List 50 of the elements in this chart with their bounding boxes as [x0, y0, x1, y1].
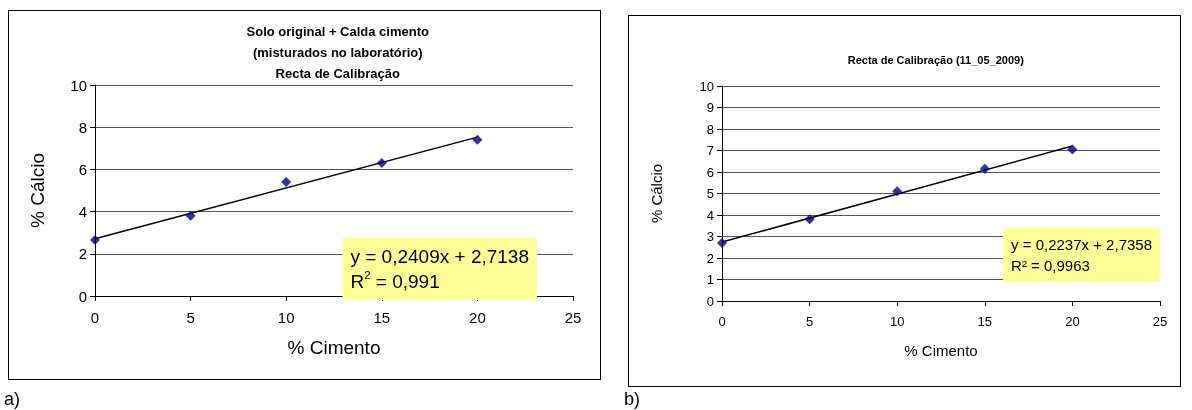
point — [90, 235, 100, 246]
y-tick-label: 7 — [706, 143, 714, 158]
y-tick-label: 8 — [78, 118, 87, 136]
chart-title: Recta de Calibração (11_05_2009) — [847, 53, 1025, 66]
annotation: y = 0,2409x + 2,7138 — [350, 246, 530, 267]
x-tick-label: 0 — [90, 309, 100, 326]
y-axis-title: % Cálcio — [648, 163, 665, 224]
y-tick-label: 0 — [706, 293, 714, 309]
point — [1067, 144, 1078, 155]
point — [717, 237, 727, 248]
y-tick-label: 6 — [706, 164, 714, 180]
x-tick-label: 15 — [977, 314, 993, 329]
point — [281, 177, 292, 188]
x-tick-label: 5 — [805, 314, 814, 329]
annotation: y = 0,2237x + 2,7358 — [1011, 236, 1153, 253]
x-tick-label: 15 — [373, 309, 391, 326]
y-tick-label: 0 — [78, 287, 87, 305]
y-tick-label: 10 — [70, 76, 87, 94]
y-axis-title: % Cálcio — [27, 153, 48, 228]
x-tick-label: 0 — [718, 314, 726, 329]
y-tick-label: 2 — [78, 245, 87, 263]
y-tick-label: 3 — [706, 229, 714, 244]
x-tick-label: 20 — [1065, 314, 1080, 329]
annotation: R² = 0,9963 — [1011, 257, 1090, 274]
point — [804, 214, 815, 225]
point — [472, 134, 483, 145]
chart-title: Solo original + Calda cimento (misturados no laboratório) Recta de Calibração — [246, 24, 429, 81]
x-axis-title: % Cimento — [904, 342, 978, 359]
point — [892, 186, 903, 197]
y-tick-label: 10 — [699, 78, 714, 94]
x-axis-title: % Cimento — [287, 337, 381, 358]
x-tick-label: 20 — [469, 309, 486, 326]
point — [376, 158, 387, 169]
text: b) — [624, 389, 641, 409]
y-tick-label: 5 — [706, 186, 714, 201]
x-tick-label: 10 — [889, 314, 905, 329]
y-tick-label: 4 — [706, 207, 714, 223]
text: a) — [4, 389, 21, 409]
y-tick-label: 1 — [706, 272, 714, 287]
x-tick-label: 25 — [564, 309, 582, 326]
y-tick-label: 2 — [706, 250, 714, 266]
point — [185, 210, 196, 221]
x-tick-label: 25 — [1152, 314, 1168, 329]
x-tick-label: 5 — [186, 309, 195, 326]
y-tick-label: 4 — [78, 203, 87, 221]
y-tick-label: 6 — [78, 160, 87, 178]
y-tick-label: 8 — [706, 121, 714, 137]
point — [979, 163, 990, 174]
y-tick-label: 9 — [706, 100, 714, 115]
x-tick-label: 10 — [277, 309, 295, 326]
